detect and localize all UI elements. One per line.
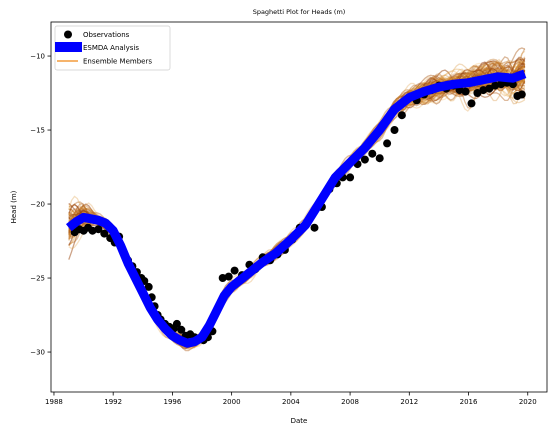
observation-point	[479, 86, 488, 95]
x-tick-label: 2000	[223, 398, 241, 406]
legend-observations-marker	[64, 30, 72, 39]
legend-observations-label: Observations	[83, 31, 130, 39]
observation-point	[172, 319, 181, 328]
x-tick-label: 2004	[282, 398, 300, 406]
observation-point	[360, 155, 369, 164]
observation-point	[177, 325, 186, 334]
chart-title: Spaghetti Plot for Heads (m)	[253, 8, 346, 16]
legend-esmda-swatch	[55, 42, 82, 52]
observation-point	[517, 90, 526, 99]
observation-point	[375, 154, 384, 163]
y-tick-label: −10	[30, 53, 45, 61]
observation-point	[230, 266, 239, 275]
x-tick-label: 2008	[341, 398, 359, 406]
y-tick-label: −20	[30, 201, 45, 209]
observation-point	[473, 89, 482, 97]
observation-point	[218, 274, 227, 282]
x-tick-label: 2020	[519, 398, 537, 406]
observation-point	[224, 272, 233, 281]
observation-point	[310, 223, 319, 232]
legend: Observations ESMDA Analysis Ensemble Mem…	[54, 25, 171, 71]
x-tick-label: 2012	[400, 398, 418, 406]
observation-point	[100, 229, 109, 238]
x-axis-label: Date	[291, 417, 308, 425]
x-tick-label: 1988	[45, 398, 63, 406]
esmda-analysis-line	[65, 69, 527, 348]
x-tick-label: 2016	[460, 398, 478, 406]
legend-esmda-label: ESMDA Analysis	[83, 44, 139, 52]
x-axis: 1988 1992 1996 2000 2004 2008 2012 2016 2020	[45, 392, 537, 406]
y-tick-label: −25	[30, 275, 45, 283]
y-tick-label: −30	[30, 349, 45, 357]
y-tick-label: −15	[30, 127, 45, 135]
esmda-analysis	[65, 69, 527, 348]
observation-point	[397, 111, 406, 120]
plot-frame	[50, 21, 548, 393]
observation-point	[144, 282, 153, 291]
observation-point	[461, 87, 470, 96]
observation-point	[383, 139, 392, 148]
x-tick-label: 1996	[163, 398, 181, 406]
observation-point	[346, 173, 355, 182]
x-tick-label: 1992	[104, 398, 122, 406]
y-axis: −10 −15 −20 −25 −30	[30, 53, 51, 357]
observation-point	[390, 126, 399, 134]
y-axis-label: Head (m)	[10, 190, 18, 223]
observation-point	[368, 149, 377, 158]
legend-ensemble-label: Ensemble Members	[83, 58, 152, 66]
observation-point	[485, 84, 494, 93]
observation-point	[467, 99, 476, 108]
observation-point	[94, 225, 103, 234]
